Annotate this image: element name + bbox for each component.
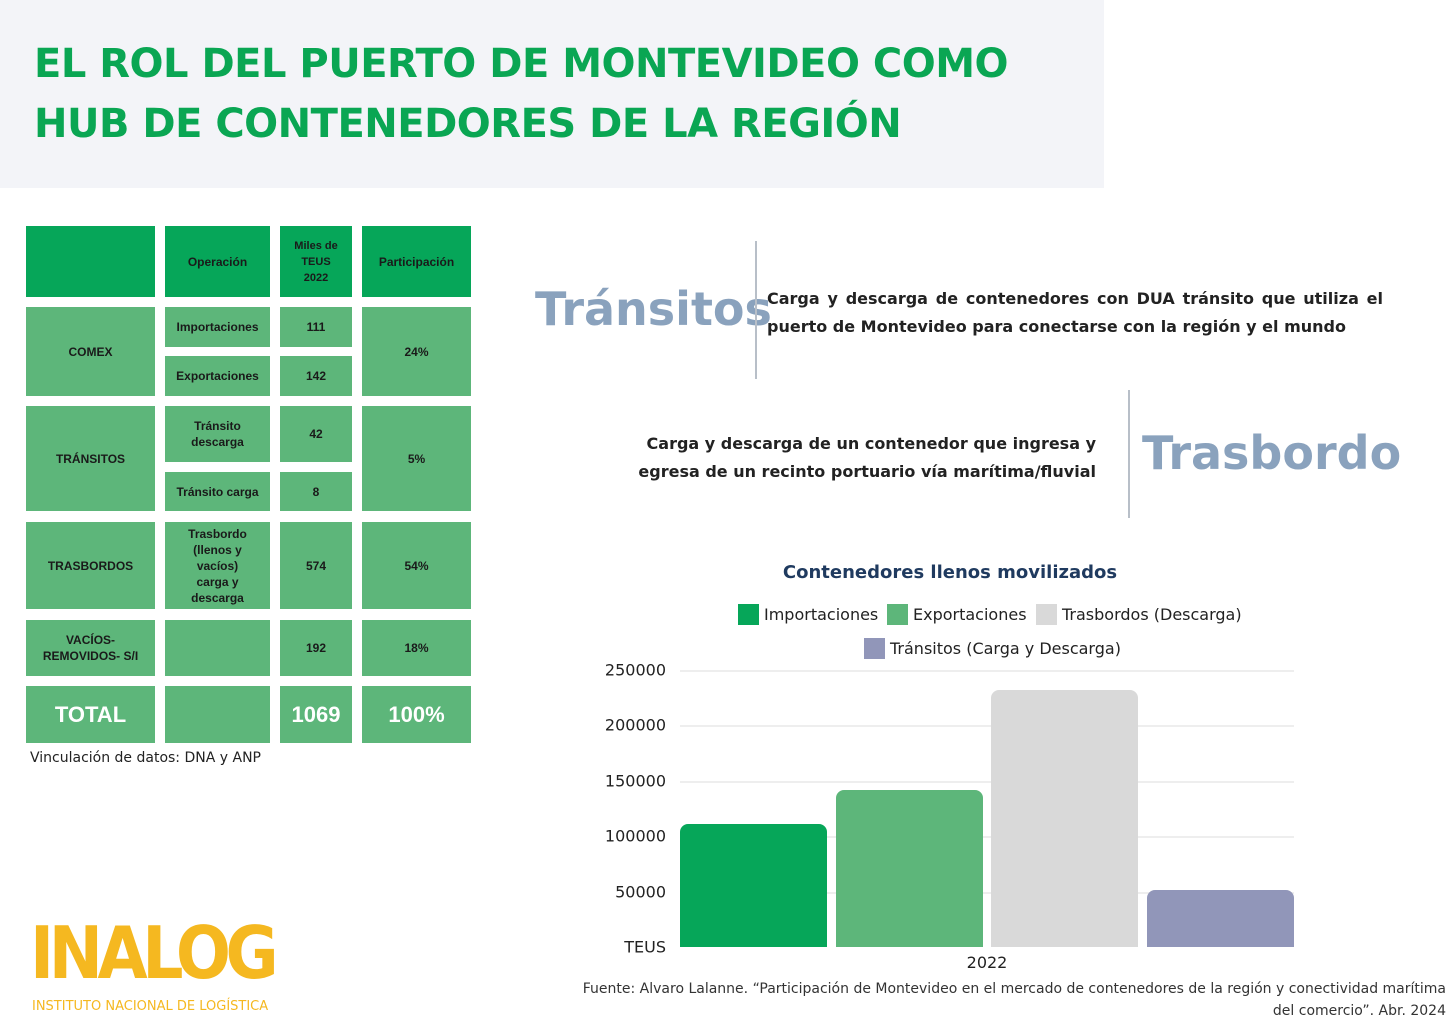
- op-cell: Importaciones: [165, 307, 270, 347]
- inalog-logo: INALOG: [30, 911, 279, 995]
- legend-label: Exportaciones: [913, 605, 1027, 624]
- total-label: TOTAL: [26, 686, 155, 743]
- bar-transitos: [1146, 890, 1294, 947]
- header-participacion: Participación: [362, 226, 471, 297]
- legend-swatch: [887, 604, 908, 625]
- legend-label: Tránsitos (Carga y Descarga): [890, 639, 1121, 658]
- bar-exportaciones: [835, 789, 983, 947]
- legend-swatch: [738, 604, 759, 625]
- teus-cell: 8: [280, 472, 352, 511]
- bar-importaciones: [680, 824, 827, 947]
- gridline: [680, 891, 1294, 894]
- group-trasbordos: TRASBORDOS: [26, 522, 155, 609]
- gridline: [680, 725, 1294, 728]
- group-vacios: VACÍOS-REMOVIDOS- S/I: [26, 620, 155, 676]
- header-teus: Miles de TEUS 2022: [280, 226, 352, 297]
- teus-cell: 574: [280, 522, 352, 609]
- header-operacion: Operación: [165, 226, 270, 297]
- teus-cell: 142: [280, 356, 352, 396]
- divider: [755, 241, 757, 379]
- legend-item: Importaciones: [738, 604, 878, 625]
- title-band: [0, 0, 1104, 188]
- teus-cell: 111: [280, 307, 352, 347]
- legend-item: Trasbordos (Descarga): [1036, 604, 1242, 625]
- y-tick-label: 200000: [604, 715, 666, 735]
- legend-label: Importaciones: [764, 605, 879, 624]
- y-tick-label: 150000: [604, 771, 666, 791]
- x-tick-label: 2022: [966, 953, 1008, 972]
- trasbordo-word: Trasbordo: [1142, 426, 1402, 480]
- legend-item: Exportaciones: [887, 604, 1027, 625]
- op-cell: Tránsito carga: [165, 472, 270, 511]
- source-note: Fuente: Alvaro Lalanne. “Participación d…: [582, 981, 1446, 1019]
- y-axis-label: TEUS: [624, 937, 666, 957]
- share-cell: 54%: [362, 522, 471, 609]
- gridline: [680, 670, 1294, 672]
- transitos-description: Carga y descarga de contenedores con DUA…: [767, 289, 1383, 336]
- y-tick-label: 50000: [615, 882, 666, 902]
- legend-item: Tránsitos (Carga y Descarga): [864, 638, 1121, 659]
- teus-cell: 192: [280, 620, 352, 676]
- legend-swatch: [1036, 604, 1057, 625]
- page-title: EL ROL DEL PUERTO DE MONTEVIDEO COMO HUB…: [34, 41, 1009, 147]
- total-op-empty: [165, 686, 270, 743]
- header-empty: [26, 226, 155, 297]
- legend-label: Trasbordos (Descarga): [1062, 605, 1242, 624]
- bar-trasbordos: [991, 689, 1138, 947]
- trasbordo-description: Carga y descarga de un contenedor que in…: [638, 434, 1096, 481]
- legend-swatch: [864, 638, 885, 659]
- gridline: [680, 836, 1294, 839]
- group-comex: COMEX: [26, 307, 155, 396]
- op-cell: Tránsito descarga: [165, 406, 270, 462]
- inalog-logo-subtitle: INSTITUTO NACIONAL DE LOGÍSTICA: [32, 999, 269, 1014]
- gridline: [680, 780, 1294, 783]
- total-teus: 1069: [280, 686, 352, 743]
- share-cell: 24%: [362, 307, 471, 396]
- teus-cell: 42: [280, 406, 352, 462]
- transitos-word: Tránsitos: [535, 282, 772, 336]
- share-cell: 18%: [362, 620, 471, 676]
- op-cell: Trasbordo (llenos y vacíos) carga y desc…: [165, 522, 270, 609]
- group-transitos: TRÁNSITOS: [26, 406, 155, 511]
- total-share: 100%: [362, 686, 471, 743]
- share-cell: 5%: [362, 406, 471, 511]
- table-note: Vinculación de datos: DNA y ANP: [30, 750, 261, 766]
- y-tick-label: 100000: [604, 826, 666, 846]
- op-cell: [165, 620, 270, 676]
- divider: [1128, 390, 1130, 518]
- chart-title: Contenedores llenos movilizados: [782, 562, 1118, 583]
- op-cell: Exportaciones: [165, 356, 270, 396]
- y-tick-label: 250000: [604, 660, 666, 680]
